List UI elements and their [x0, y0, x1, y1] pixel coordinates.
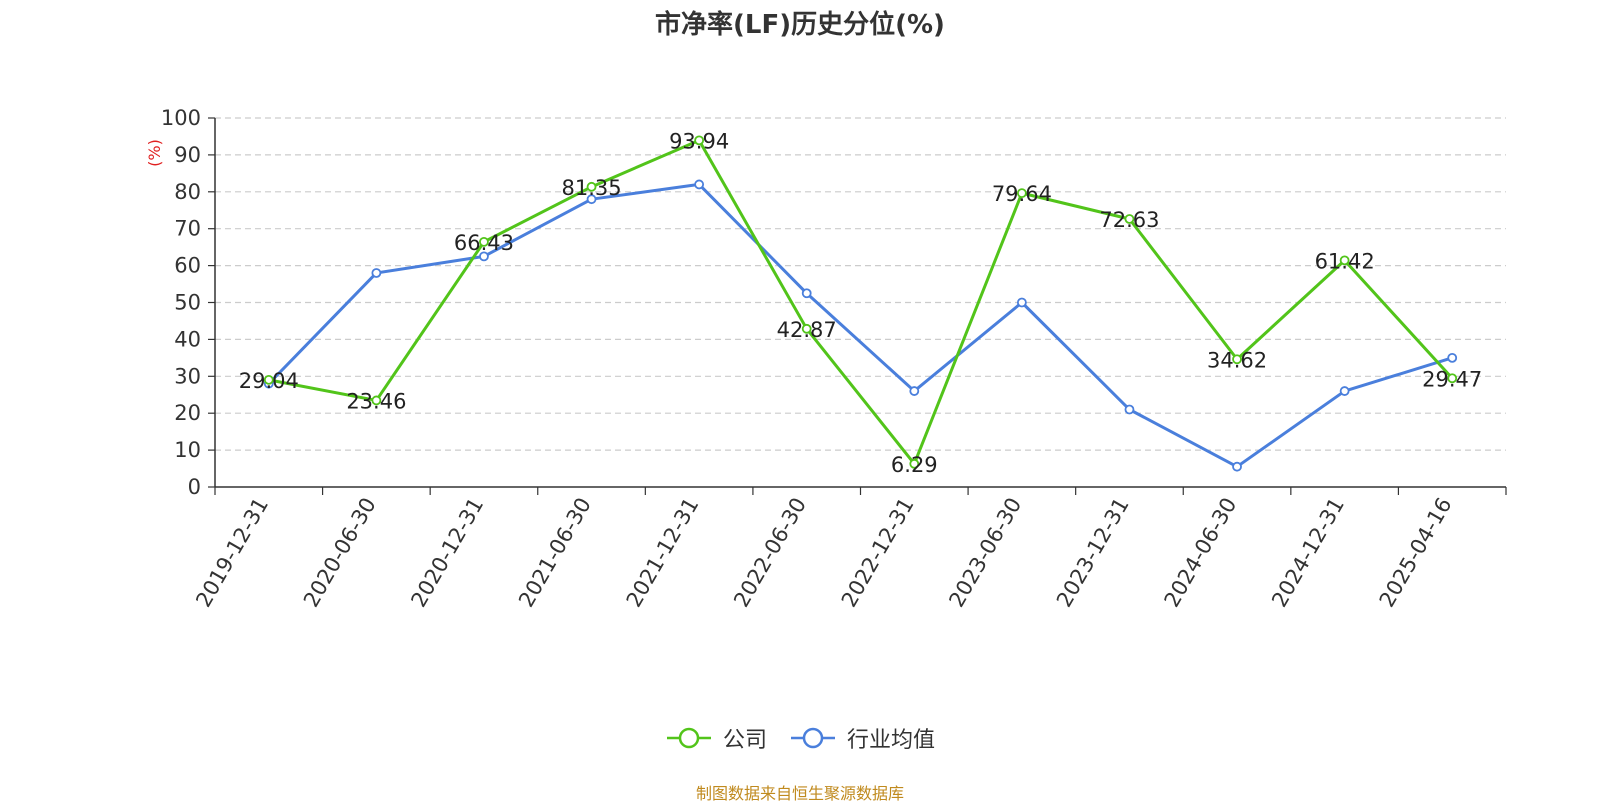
x-tick-label: 2023-06-30	[944, 494, 1026, 612]
data-label: 66.43	[454, 231, 514, 255]
data-point	[1232, 354, 1242, 365]
legend-line-circle-icon	[666, 727, 711, 749]
data-label: 29.47	[1422, 367, 1482, 391]
legend-label: 公司	[722, 728, 767, 753]
y-tick-label: 70	[174, 217, 201, 241]
data-point	[694, 135, 705, 146]
y-tick-label: 10	[174, 438, 201, 462]
data-point	[479, 236, 489, 247]
data-point	[1232, 461, 1242, 472]
legend-label: 行业均值	[847, 728, 936, 753]
data-label: 61.42	[1315, 249, 1375, 273]
data-label: 34.62	[1207, 348, 1267, 372]
data-point	[801, 323, 812, 334]
y-axis-label: (%)	[145, 139, 164, 167]
data-point	[1447, 373, 1458, 384]
data-source-note: 制图数据来自恒生聚源数据库	[695, 784, 904, 803]
y-tick-label: 100	[161, 106, 201, 130]
data-label: 29.04	[239, 369, 299, 393]
data-label: 42.87	[777, 318, 837, 342]
y-tick-label: 40	[174, 327, 201, 351]
x-tick-label: 2023-12-31	[1052, 494, 1134, 612]
data-point	[371, 268, 382, 278]
x-tick-label: 2022-06-30	[729, 494, 811, 612]
data-point	[263, 374, 274, 385]
y-tick-label: 80	[174, 180, 201, 204]
data-label: 6.29	[891, 453, 938, 477]
series-line	[268, 138, 1454, 466]
legend-line-circle-icon	[791, 727, 835, 749]
x-tick-label: 2020-06-30	[299, 494, 381, 612]
data-point	[909, 386, 920, 396]
x-tick-label: 2021-12-31	[622, 494, 704, 612]
chart-legend: 公司 行业均值	[0, 722, 1600, 754]
legend-item[interactable]: 公司	[665, 722, 767, 754]
data-point	[1016, 188, 1027, 199]
data-point	[586, 194, 597, 205]
data-point	[801, 288, 812, 299]
x-tick-label: 2020-12-31	[406, 494, 488, 612]
data-point	[479, 251, 489, 262]
data-label: 23.46	[346, 389, 406, 413]
x-tick-label: 2024-12-31	[1267, 494, 1349, 612]
data-point	[586, 181, 597, 192]
y-tick-label: 0	[188, 475, 201, 499]
y-tick-label: 50	[174, 291, 201, 315]
data-label: 93.94	[669, 129, 729, 153]
data-point	[909, 458, 920, 469]
x-tick-label: 2021-06-30	[514, 494, 596, 612]
legend-item[interactable]: 行业均值	[789, 722, 935, 754]
data-label: 79.64	[992, 182, 1052, 206]
data-point	[1124, 404, 1135, 415]
data-point	[371, 395, 382, 406]
chart-title: 市净率(LF)历史分位(%)	[655, 10, 945, 40]
x-tick-label: 2024-06-30	[1160, 494, 1242, 612]
y-tick-label: 20	[174, 401, 201, 425]
data-point	[694, 179, 705, 190]
data-point	[1016, 297, 1027, 308]
data-label: 81.35	[561, 176, 621, 200]
data-point	[1339, 255, 1350, 266]
y-tick-label: 30	[174, 364, 201, 388]
x-tick-label: 2019-12-31	[191, 494, 273, 612]
data-point	[1339, 386, 1350, 396]
x-tick-label: 2022-12-31	[837, 494, 919, 612]
data-point	[1447, 352, 1458, 363]
data-label: 72.63	[1099, 208, 1159, 232]
data-point	[1124, 214, 1135, 224]
x-tick-label: 2025-04-16	[1375, 494, 1457, 612]
series-line	[267, 182, 1453, 469]
y-tick-label: 90	[174, 143, 201, 167]
y-tick-label: 60	[174, 254, 201, 278]
